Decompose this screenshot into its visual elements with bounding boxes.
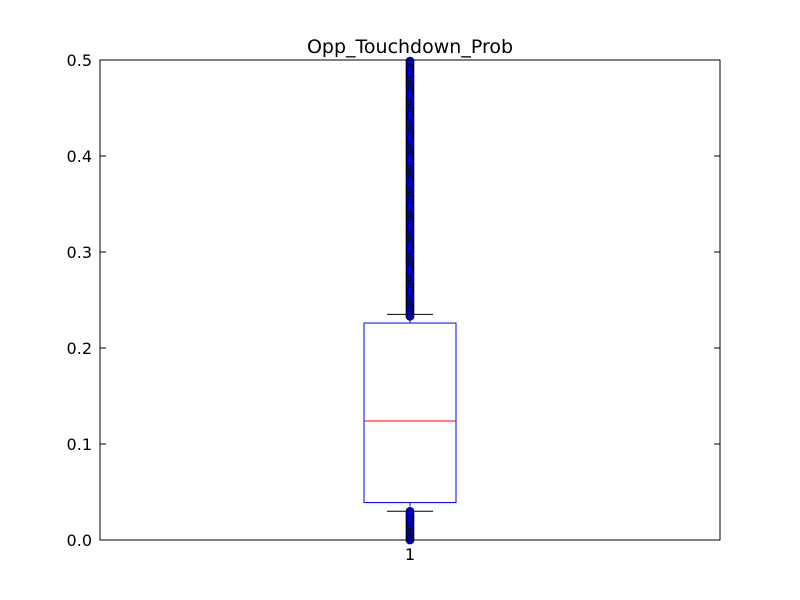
y-tick-label: 0.0 [67, 531, 92, 550]
y-tick-label: 0.5 [67, 51, 92, 70]
box-group [364, 57, 456, 544]
y-tick-label: 0.1 [67, 435, 92, 454]
y-axis: 0.0 0.1 0.2 0.3 0.4 0.5 [67, 51, 720, 550]
x-tick-label: 1 [405, 545, 415, 564]
iqr-box [364, 323, 456, 503]
chart-title: Opp_Touchdown_Prob [307, 36, 513, 58]
y-tick-label: 0.4 [67, 147, 92, 166]
y-tick-label: 0.2 [67, 339, 92, 358]
plot-area [364, 57, 456, 544]
y-tick-label: 0.3 [67, 243, 92, 262]
